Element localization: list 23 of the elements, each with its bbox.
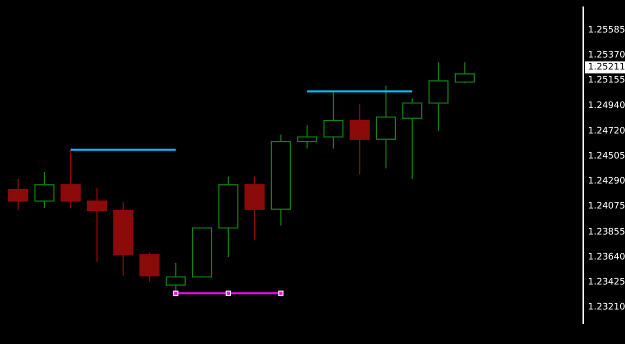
candlestick — [34, 171, 54, 209]
y-tick-label: 1.24940 — [588, 100, 625, 111]
candlestick — [218, 176, 238, 258]
text: 1.25211 — [588, 62, 625, 73]
y-tick-label: 1.24075 — [588, 202, 625, 212]
candlestick — [113, 202, 134, 276]
y-tick-label: 1.23640 — [588, 252, 625, 262]
y-tick-label: 1.23855 — [588, 227, 625, 238]
candlestick — [376, 84, 396, 170]
candlestick — [428, 62, 449, 132]
y-tick-label: 1.23210 — [588, 302, 625, 313]
y-tick-label: 1.25370 — [588, 50, 625, 61]
y-tick-label: 1.24290 — [588, 176, 625, 187]
y-tick-label: 1.25585 — [588, 25, 625, 36]
y-tick-label: 1.24720 — [588, 126, 625, 136]
candlestick — [323, 90, 344, 150]
candlestick — [270, 134, 291, 226]
y-tick-label: 1.24505 — [588, 152, 625, 162]
candlestick — [402, 98, 422, 180]
candlestick — [297, 124, 318, 150]
y-tick-label: 1.23425 — [588, 278, 625, 288]
y-tick-label: 1.25155 — [588, 76, 625, 86]
candlestick — [454, 62, 475, 84]
